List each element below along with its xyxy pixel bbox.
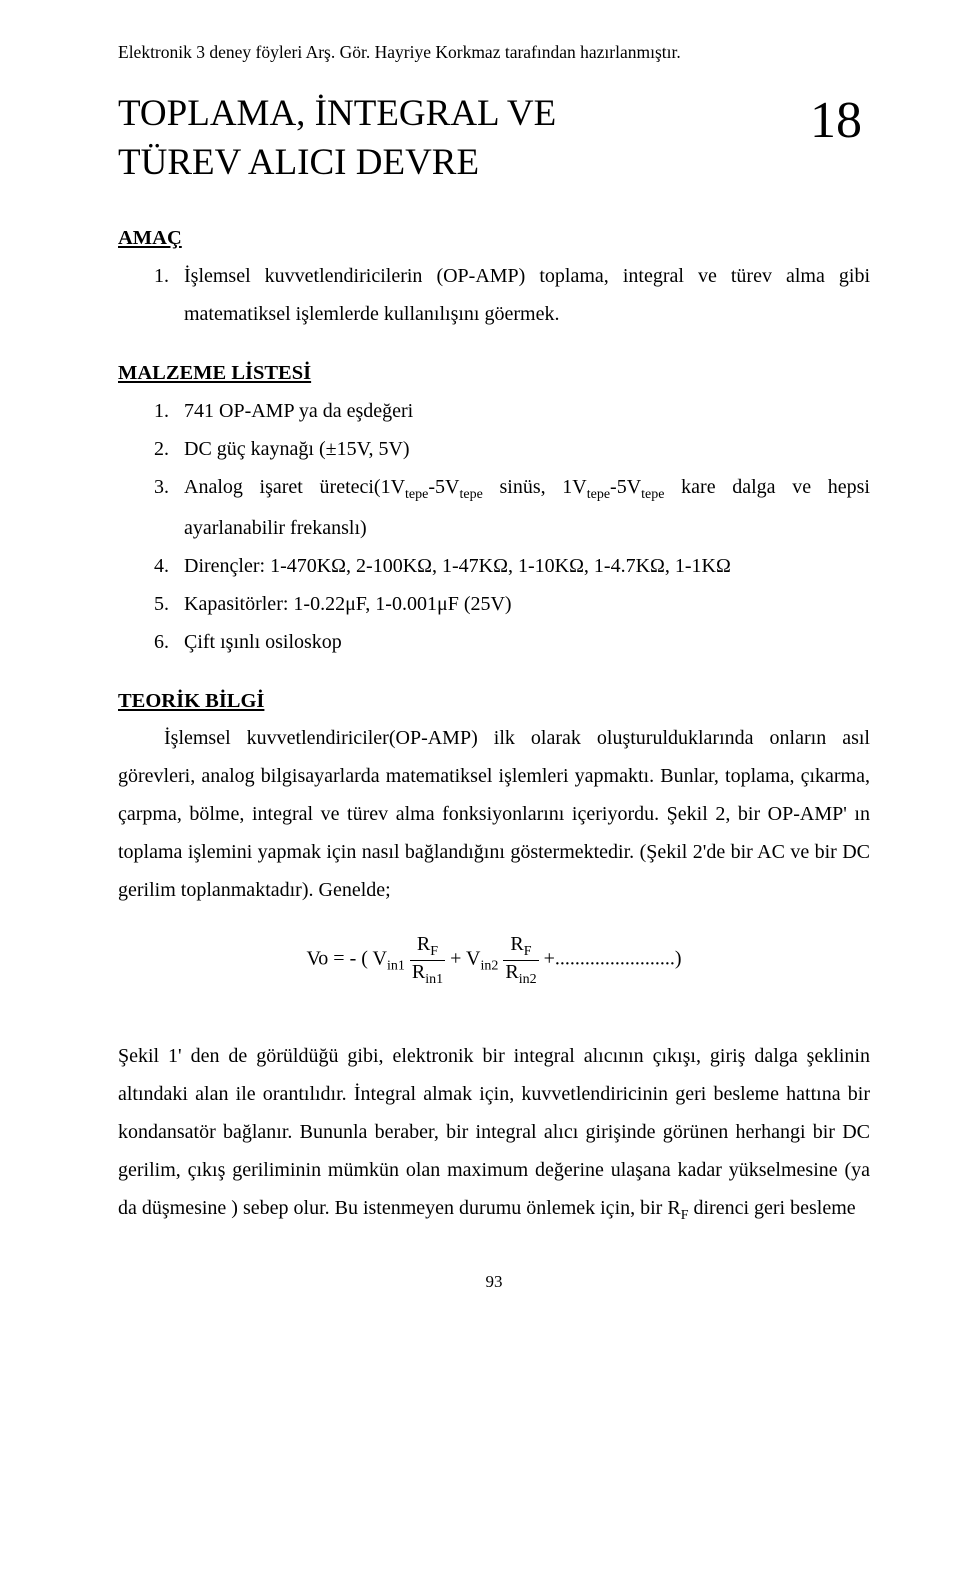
- item-text: Dirençler: 1-470KΩ, 2-100KΩ, 1-47KΩ, 1-1…: [184, 547, 870, 585]
- frac-bot-sub: in2: [519, 972, 537, 987]
- amac-list: 1. İşlemsel kuvvetlendiricilerin (OP-AMP…: [118, 257, 870, 333]
- list-item: 5. Kapasitörler: 1-0.22μF, 1-0.001μF (25…: [118, 585, 870, 623]
- frac-top: R: [510, 933, 523, 955]
- list-item: 3. Analog işaret üreteci(1Vtepe-5Vtepe s…: [118, 468, 870, 547]
- item-text: Analog işaret üreteci(1Vtepe-5Vtepe sinü…: [184, 468, 870, 547]
- section-heading-malzeme: MALZEME LİSTESİ: [118, 357, 870, 390]
- formula-sub: in1: [387, 959, 405, 974]
- title-row: TOPLAMA, İNTEGRAL VE TÜREV ALICI DEVRE 1…: [118, 89, 870, 189]
- item-number: 3.: [154, 468, 184, 506]
- malzeme-list: 1. 741 OP-AMP ya da eşdeğeri 2. DC güç k…: [118, 392, 870, 661]
- page-number: 93: [118, 1266, 870, 1298]
- item-number: 5.: [154, 585, 184, 623]
- item-number: 2.: [154, 430, 184, 468]
- item-text: İşlemsel kuvvetlendiricilerin (OP-AMP) t…: [184, 257, 870, 333]
- formula-lhs: Vo = - ( V: [306, 948, 387, 970]
- item-number: 6.: [154, 623, 184, 661]
- item-number: 1.: [154, 257, 184, 295]
- formula-sub: in2: [480, 959, 498, 974]
- formula-fraction-2: RF Rin2: [503, 933, 538, 987]
- frac-top-sub: F: [430, 944, 438, 959]
- chapter-number: 18: [810, 95, 862, 147]
- item-text: 741 OP-AMP ya da eşdeğeri: [184, 392, 870, 430]
- title-line-2: TÜREV ALICI DEVRE: [118, 142, 479, 183]
- paragraph-teorik-1: İşlemsel kuvvetlendiriciler(OP-AMP) ilk …: [118, 719, 870, 909]
- item-text: Çift ışınlı osiloskop: [184, 623, 870, 661]
- formula-vo: Vo = - ( Vin1 RF Rin1 + Vin2 RF Rin2 +..…: [118, 933, 870, 987]
- list-item: 6. Çift ışınlı osiloskop: [118, 623, 870, 661]
- document-title: TOPLAMA, İNTEGRAL VE TÜREV ALICI DEVRE: [118, 89, 556, 189]
- item-number: 1.: [154, 392, 184, 430]
- list-item: 2. DC güç kaynağı (±15V, 5V): [118, 430, 870, 468]
- frac-bot: R: [505, 961, 518, 983]
- item-text: DC güç kaynağı (±15V, 5V): [184, 430, 870, 468]
- list-item: 4. Dirençler: 1-470KΩ, 2-100KΩ, 1-47KΩ, …: [118, 547, 870, 585]
- formula-fraction-1: RF Rin1: [410, 933, 445, 987]
- formula-plus: + V: [450, 948, 480, 970]
- frac-bot-sub: in1: [425, 972, 443, 987]
- section-heading-amac: AMAÇ: [118, 222, 870, 255]
- header-note: Elektronik 3 deney föyleri Arş. Gör. Hay…: [118, 40, 870, 65]
- formula-tail: +........................): [544, 948, 682, 970]
- section-heading-teorik: TEORİK BİLGİ: [118, 685, 870, 718]
- list-item: 1. 741 OP-AMP ya da eşdeğeri: [118, 392, 870, 430]
- item-number: 4.: [154, 547, 184, 585]
- frac-top-sub: F: [524, 944, 532, 959]
- paragraph-teorik-2: Şekil 1' den de görüldüğü gibi, elektron…: [118, 1037, 870, 1230]
- list-item: 1. İşlemsel kuvvetlendiricilerin (OP-AMP…: [118, 257, 870, 333]
- item-text: Kapasitörler: 1-0.22μF, 1-0.001μF (25V): [184, 585, 870, 623]
- frac-bot: R: [412, 961, 425, 983]
- frac-top: R: [417, 933, 430, 955]
- title-line-1: TOPLAMA, İNTEGRAL VE: [118, 93, 556, 134]
